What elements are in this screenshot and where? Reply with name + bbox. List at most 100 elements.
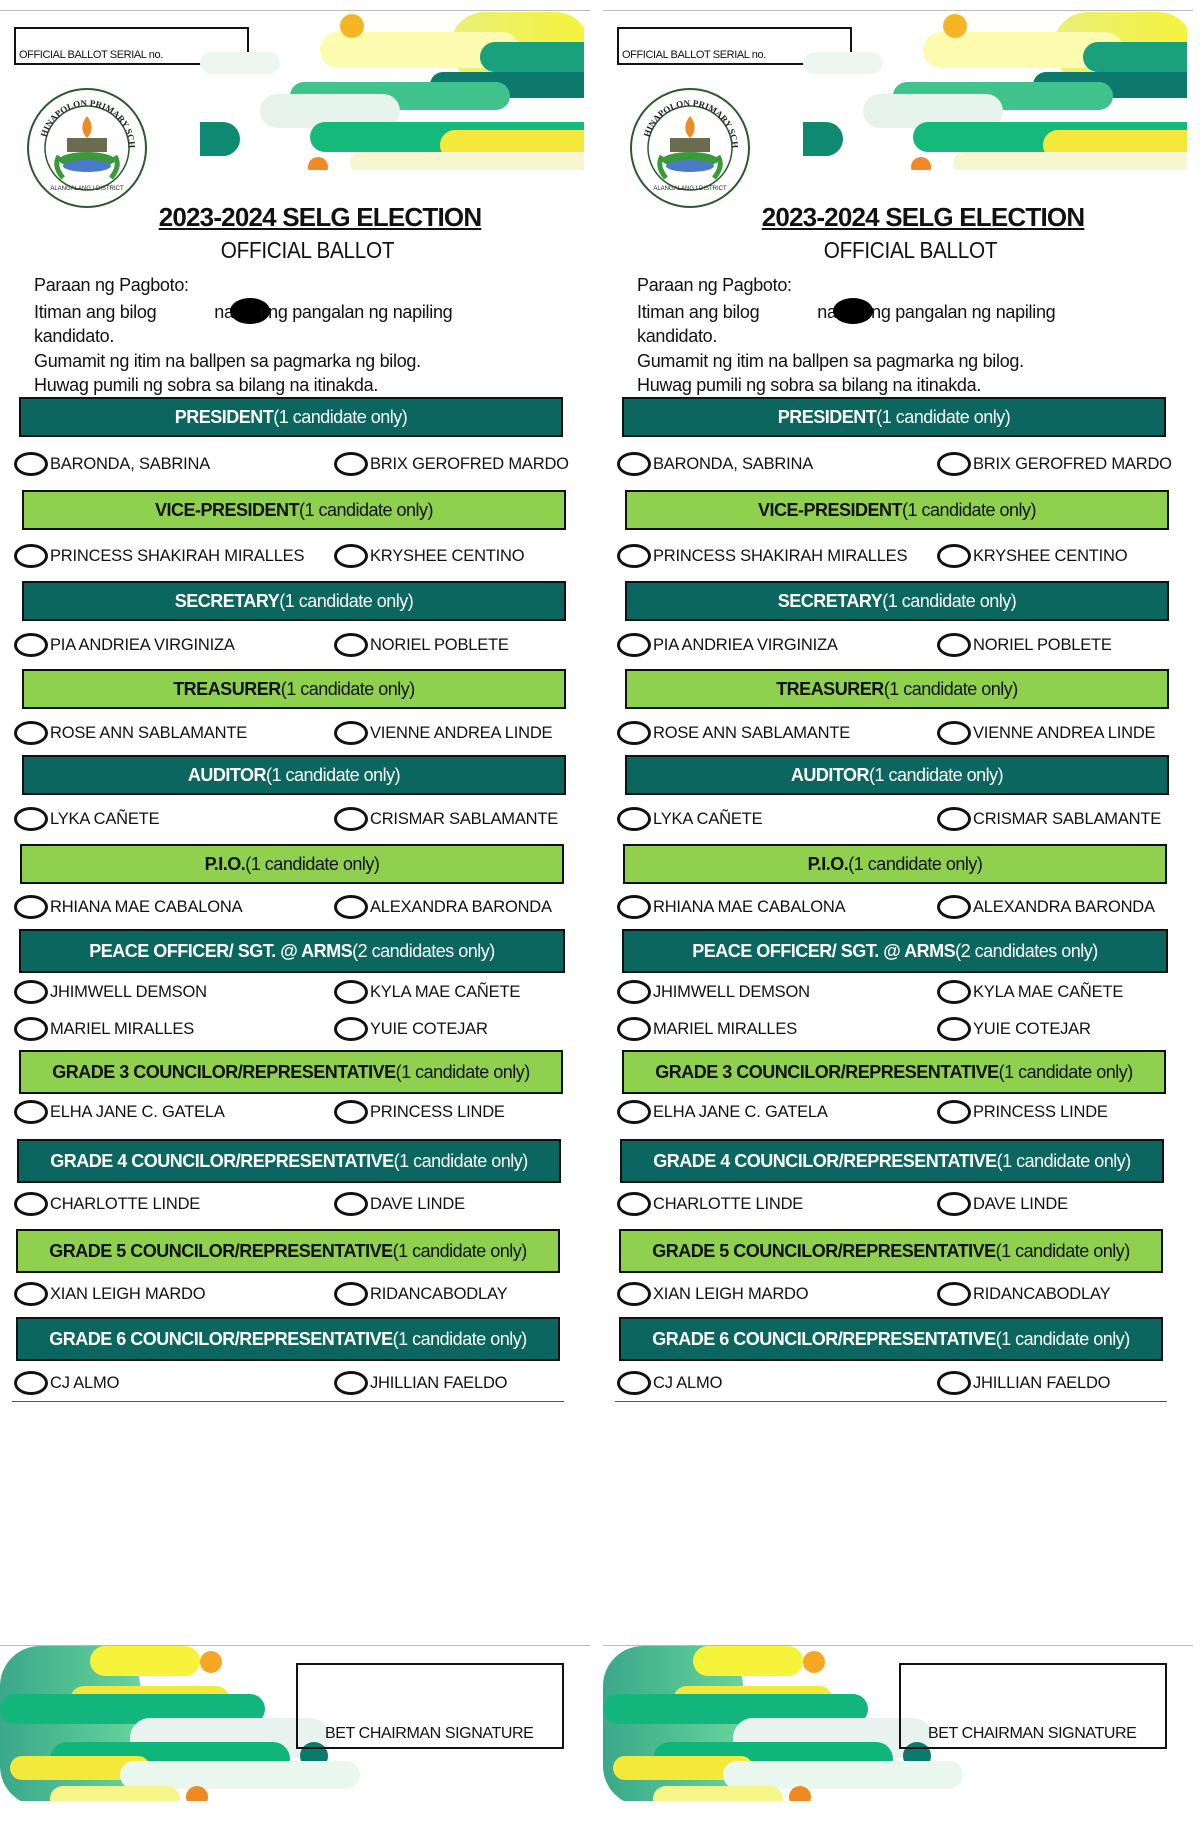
candidate-option[interactable]: CRISMAR SABLAMANTE <box>334 807 558 831</box>
vote-oval[interactable] <box>617 1371 651 1395</box>
vote-oval[interactable] <box>334 721 368 745</box>
candidate-option[interactable]: LYKA CAÑETE <box>14 807 160 831</box>
vote-oval[interactable] <box>14 544 48 568</box>
vote-oval[interactable] <box>617 633 651 657</box>
candidate-option[interactable]: XIAN LEIGH MARDO <box>617 1282 809 1306</box>
candidate-option[interactable]: RHIANA MAE CABALONA <box>617 895 846 919</box>
candidate-option[interactable]: RHIANA MAE CABALONA <box>14 895 243 919</box>
candidate-option[interactable]: KRYSHEE CENTINO <box>334 544 525 568</box>
candidate-option[interactable]: XIAN LEIGH MARDO <box>14 1282 206 1306</box>
vote-oval[interactable] <box>334 807 368 831</box>
serial-number-box[interactable]: OFFICIAL BALLOT SERIAL no. <box>617 27 852 65</box>
signature-box[interactable]: BET CHAIRMAN SIGNATURE <box>899 1663 1167 1749</box>
candidate-option[interactable]: JHILLIAN FAELDO <box>334 1371 508 1395</box>
vote-oval[interactable] <box>937 807 971 831</box>
vote-oval[interactable] <box>937 895 971 919</box>
vote-oval[interactable] <box>334 1282 368 1306</box>
candidate-option[interactable]: CJ ALMO <box>617 1371 722 1395</box>
vote-oval[interactable] <box>937 1017 971 1041</box>
candidate-option[interactable]: MARIEL MIRALLES <box>617 1017 797 1041</box>
vote-oval[interactable] <box>14 980 48 1004</box>
vote-oval[interactable] <box>937 452 971 476</box>
candidate-option[interactable]: PRINCESS LINDE <box>937 1100 1108 1124</box>
vote-oval[interactable] <box>617 721 651 745</box>
vote-oval[interactable] <box>334 1192 368 1216</box>
candidate-option[interactable]: BRIX GEROFRED MARDO <box>334 452 569 476</box>
vote-oval[interactable] <box>937 1100 971 1124</box>
vote-oval[interactable] <box>334 1371 368 1395</box>
vote-oval[interactable] <box>937 1192 971 1216</box>
candidate-option[interactable]: ROSE ANN SABLAMANTE <box>617 721 850 745</box>
candidate-option[interactable]: ELHA JANE C. GATELA <box>617 1100 828 1124</box>
vote-oval[interactable] <box>937 544 971 568</box>
candidate-option[interactable]: ALEXANDRA BARONDA <box>937 895 1155 919</box>
vote-oval[interactable] <box>14 807 48 831</box>
vote-oval[interactable] <box>937 633 971 657</box>
candidate-option[interactable]: YUIE COTEJAR <box>937 1017 1091 1041</box>
vote-oval[interactable] <box>14 1017 48 1041</box>
signature-box[interactable]: BET CHAIRMAN SIGNATURE <box>296 1663 564 1749</box>
vote-oval[interactable] <box>617 1282 651 1306</box>
vote-oval[interactable] <box>617 895 651 919</box>
candidate-option[interactable]: YUIE COTEJAR <box>334 1017 488 1041</box>
candidate-option[interactable]: NORIEL POBLETE <box>937 633 1112 657</box>
vote-oval[interactable] <box>14 633 48 657</box>
vote-oval[interactable] <box>334 895 368 919</box>
vote-oval[interactable] <box>617 544 651 568</box>
candidate-option[interactable]: KYLA MAE CAÑETE <box>937 980 1123 1004</box>
vote-oval[interactable] <box>617 1192 651 1216</box>
candidate-option[interactable]: PIA ANDRIEA VIRGINIZA <box>14 633 235 657</box>
vote-oval[interactable] <box>334 544 368 568</box>
candidate-option[interactable]: CRISMAR SABLAMANTE <box>937 807 1161 831</box>
candidate-option[interactable]: JHIMWELL DEMSON <box>14 980 207 1004</box>
candidate-option[interactable]: RIDANCABODLAY <box>334 1282 508 1306</box>
serial-number-box[interactable]: OFFICIAL BALLOT SERIAL no. <box>14 27 249 65</box>
candidate-option[interactable]: ALEXANDRA BARONDA <box>334 895 552 919</box>
candidate-option[interactable]: KYLA MAE CAÑETE <box>334 980 520 1004</box>
candidate-option[interactable]: PIA ANDRIEA VIRGINIZA <box>617 633 838 657</box>
candidate-option[interactable]: JHIMWELL DEMSON <box>617 980 810 1004</box>
candidate-option[interactable]: CHARLOTTE LINDE <box>617 1192 803 1216</box>
vote-oval[interactable] <box>937 1371 971 1395</box>
vote-oval[interactable] <box>14 1100 48 1124</box>
vote-oval[interactable] <box>617 1100 651 1124</box>
candidate-option[interactable]: PRINCESS LINDE <box>334 1100 505 1124</box>
vote-oval[interactable] <box>937 980 971 1004</box>
candidate-option[interactable]: PRINCESS SHAKIRAH MIRALLES <box>617 544 907 568</box>
vote-oval[interactable] <box>937 1282 971 1306</box>
vote-oval[interactable] <box>14 721 48 745</box>
candidate-option[interactable]: VIENNE ANDREA LINDE <box>937 721 1156 745</box>
vote-oval[interactable] <box>334 1017 368 1041</box>
vote-oval[interactable] <box>617 807 651 831</box>
vote-oval[interactable] <box>14 895 48 919</box>
candidate-option[interactable]: BRIX GEROFRED MARDO <box>937 452 1172 476</box>
candidate-option[interactable]: ROSE ANN SABLAMANTE <box>14 721 247 745</box>
candidate-option[interactable]: BARONDA, SABRINA <box>14 452 210 476</box>
candidate-option[interactable]: VIENNE ANDREA LINDE <box>334 721 553 745</box>
candidate-option[interactable]: KRYSHEE CENTINO <box>937 544 1128 568</box>
candidate-option[interactable]: BARONDA, SABRINA <box>617 452 813 476</box>
candidate-option[interactable]: LYKA CAÑETE <box>617 807 763 831</box>
vote-oval[interactable] <box>334 980 368 1004</box>
candidate-option[interactable]: DAVE LINDE <box>334 1192 465 1216</box>
vote-oval[interactable] <box>334 633 368 657</box>
candidate-option[interactable]: RIDANCABODLAY <box>937 1282 1111 1306</box>
candidate-option[interactable]: DAVE LINDE <box>937 1192 1068 1216</box>
vote-oval[interactable] <box>617 452 651 476</box>
candidate-option[interactable]: ELHA JANE C. GATELA <box>14 1100 225 1124</box>
candidate-option[interactable]: CHARLOTTE LINDE <box>14 1192 200 1216</box>
vote-oval[interactable] <box>334 452 368 476</box>
candidate-option[interactable]: JHILLIAN FAELDO <box>937 1371 1111 1395</box>
vote-oval[interactable] <box>617 980 651 1004</box>
vote-oval[interactable] <box>617 1017 651 1041</box>
candidate-option[interactable]: MARIEL MIRALLES <box>14 1017 194 1041</box>
vote-oval[interactable] <box>14 1192 48 1216</box>
candidate-option[interactable]: NORIEL POBLETE <box>334 633 509 657</box>
candidate-option[interactable]: PRINCESS SHAKIRAH MIRALLES <box>14 544 304 568</box>
vote-oval[interactable] <box>937 721 971 745</box>
vote-oval[interactable] <box>334 1100 368 1124</box>
candidate-option[interactable]: CJ ALMO <box>14 1371 119 1395</box>
vote-oval[interactable] <box>14 452 48 476</box>
vote-oval[interactable] <box>14 1371 48 1395</box>
vote-oval[interactable] <box>14 1282 48 1306</box>
